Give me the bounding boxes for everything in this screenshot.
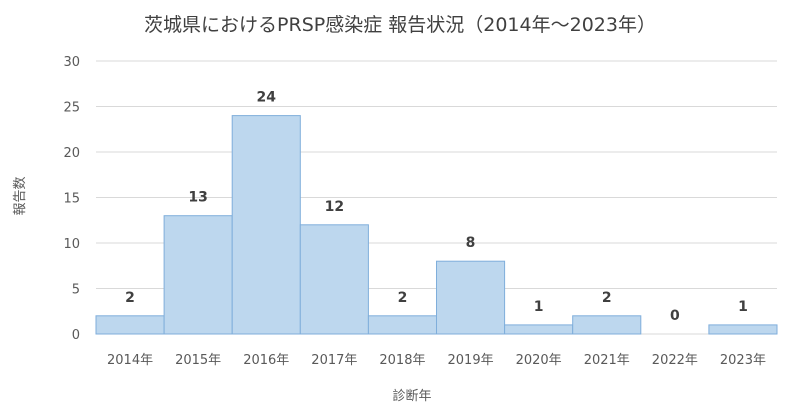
x-tick-label: 2019年 — [448, 353, 494, 368]
y-axis-ticks: 0 5 10 15 20 25 30 — [63, 55, 80, 343]
data-label: 12 — [325, 199, 344, 215]
data-label: 2 — [125, 290, 135, 306]
bar — [95, 315, 165, 335]
x-tick-label: 2023年 — [720, 353, 766, 368]
y-tick-label: 15 — [63, 192, 80, 207]
data-label: 2 — [602, 290, 612, 306]
data-label: 1 — [738, 299, 748, 315]
data-label: 2 — [398, 290, 408, 306]
y-tick-label: 10 — [63, 237, 80, 252]
y-axis-title: 報告数 — [13, 176, 28, 215]
bar — [572, 315, 642, 335]
x-tick-label: 2016年 — [243, 353, 289, 368]
x-tick-label: 2014年 — [107, 353, 153, 368]
chart-title: 茨城県におけるPRSP感染症 報告状況（2014年～2023年） — [144, 14, 656, 36]
x-axis-title: 診断年 — [392, 388, 431, 404]
bar — [367, 315, 437, 335]
bar — [231, 115, 301, 335]
y-tick-label: 0 — [72, 328, 80, 343]
y-tick-label: 25 — [63, 101, 80, 116]
x-tick-label: 2017年 — [311, 353, 357, 368]
y-tick-label: 20 — [63, 146, 80, 161]
y-tick-label: 30 — [63, 55, 80, 70]
x-tick-label: 2018年 — [379, 353, 425, 368]
y-tick-label: 5 — [72, 283, 80, 298]
x-tick-label: 2020年 — [516, 353, 562, 368]
x-tick-label: 2021年 — [584, 353, 630, 368]
x-tick-label: 2022年 — [652, 353, 698, 368]
x-axis-ticks: 2014年 2015年 2016年 2017年 2018年 2019年 2020年 2021年… — [107, 353, 766, 368]
x-tick-label: 2015年 — [175, 353, 221, 368]
bar — [163, 215, 233, 335]
data-label: 8 — [466, 235, 476, 251]
bar — [436, 260, 506, 335]
data-label: 13 — [188, 190, 207, 206]
data-label: 1 — [534, 299, 544, 315]
data-label: 0 — [670, 308, 680, 324]
data-label: 24 — [257, 90, 277, 106]
bar — [708, 324, 778, 335]
bar — [299, 224, 369, 335]
bar — [504, 324, 574, 335]
bars — [95, 115, 778, 335]
